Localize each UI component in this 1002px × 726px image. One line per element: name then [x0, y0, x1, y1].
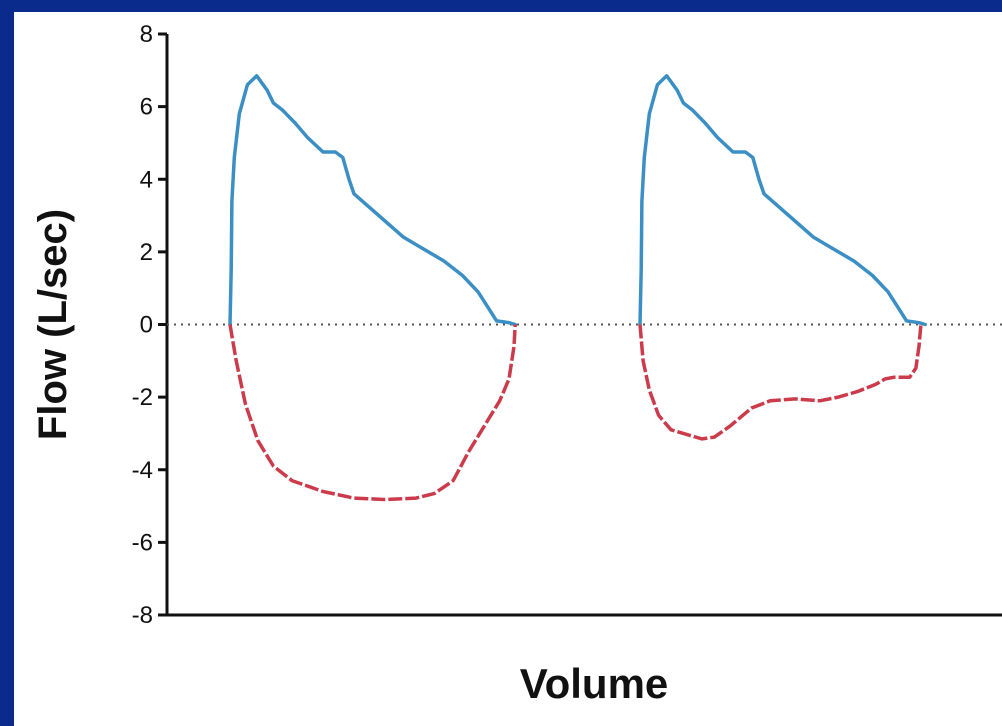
y-tick-label: 0: [140, 312, 153, 339]
x-axis-title: Volume: [520, 660, 669, 707]
chart-frame: 8 6 4 2 0 -2 -4 -6 -8 Flow (L/sec) Volume: [14, 12, 1002, 726]
loops: [228, 74, 927, 502]
y-ticks: 8 6 4 2 0 -2 -4 -6 -8: [132, 21, 167, 629]
y-tick-label: 8: [140, 21, 153, 48]
expiratory-curve-loop-1: [228, 74, 517, 327]
expiratory-curve-loop-2: [638, 74, 927, 327]
y-tick-label: 6: [140, 94, 153, 121]
y-tick-label: 4: [140, 166, 153, 193]
y-tick-label: 2: [140, 239, 153, 266]
y-tick-label: -6: [132, 529, 153, 556]
y-tick-label: -2: [132, 384, 153, 411]
y-axis-title: Flow (L/sec): [31, 209, 75, 440]
inspiratory-curve-loop-1: [228, 324, 517, 502]
flow-volume-chart: 8 6 4 2 0 -2 -4 -6 -8 Flow (L/sec) Volume: [31, 21, 1002, 707]
y-tick-label: -4: [132, 457, 153, 484]
inspiratory-curve-loop-2: [638, 324, 923, 441]
y-tick-label: -8: [132, 602, 153, 629]
